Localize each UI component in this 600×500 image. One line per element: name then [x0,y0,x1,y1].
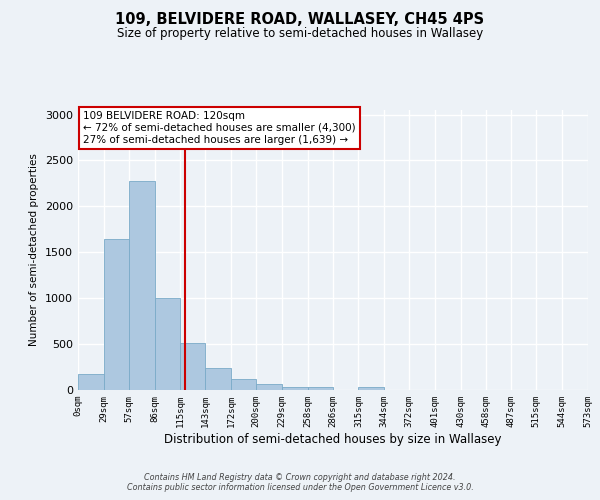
Bar [155,298,181,390]
Text: Contains HM Land Registry data © Crown copyright and database right 2024.
Contai: Contains HM Land Registry data © Crown c… [127,473,473,492]
Bar [256,384,282,390]
Bar [181,343,205,390]
Bar [282,387,308,390]
Bar [358,387,384,390]
Bar [78,374,104,390]
Text: Size of property relative to semi-detached houses in Wallasey: Size of property relative to semi-detach… [117,28,483,40]
Bar [104,238,129,390]
Y-axis label: Number of semi-detached properties: Number of semi-detached properties [29,154,40,346]
Text: 109 BELVIDERE ROAD: 120sqm
← 72% of semi-detached houses are smaller (4,300)
27%: 109 BELVIDERE ROAD: 120sqm ← 72% of semi… [83,112,356,144]
Bar [129,181,155,390]
Text: 109, BELVIDERE ROAD, WALLASEY, CH45 4PS: 109, BELVIDERE ROAD, WALLASEY, CH45 4PS [115,12,485,28]
X-axis label: Distribution of semi-detached houses by size in Wallasey: Distribution of semi-detached houses by … [164,432,502,446]
Bar [308,387,332,390]
Bar [231,380,256,390]
Bar [205,368,231,390]
